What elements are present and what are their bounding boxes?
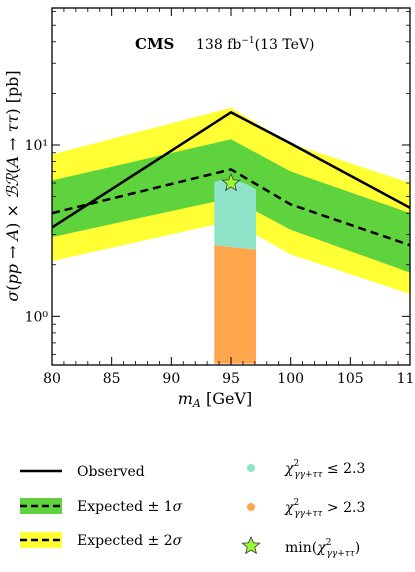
legend-expected-1sigma-label: Expected ± 1σ bbox=[77, 499, 183, 515]
y-axis-label: σ(pp → A) × ℬℛ(A → ττ) [pb] bbox=[3, 70, 22, 301]
x-tick-label: 90 bbox=[162, 371, 180, 387]
x-tick-label: 100 bbox=[277, 371, 304, 387]
x-tick-label: 110 bbox=[397, 371, 415, 387]
observed-line bbox=[52, 110, 410, 229]
markers bbox=[221, 172, 241, 192]
band-1sigma bbox=[52, 139, 410, 273]
x-tick-label: 80 bbox=[43, 371, 61, 387]
y-tick-label: 10⁰ bbox=[25, 309, 49, 325]
x-tick-label: 105 bbox=[337, 371, 364, 387]
bands bbox=[52, 107, 410, 364]
experiment-label: CMS bbox=[135, 35, 174, 53]
chi2-region-low bbox=[214, 179, 257, 250]
legend-best-fit-label: min(χ2 γγ+ττ) bbox=[285, 538, 360, 559]
best-fit-star bbox=[221, 172, 241, 192]
x-tick-label: 85 bbox=[103, 371, 121, 387]
x-tick-label: 95 bbox=[222, 371, 240, 387]
legend-best-fit-star bbox=[241, 535, 261, 555]
legend-chi2-low-marker bbox=[247, 464, 255, 472]
legend-expected-2sigma-label: Expected ± 2σ bbox=[77, 533, 183, 549]
legend-1sigma-swatch bbox=[20, 498, 62, 514]
legend-2sigma-swatch bbox=[20, 532, 62, 548]
legend-chi2-high-marker bbox=[247, 503, 255, 511]
legend: Observed Expected ± 1σ Expected ± 2σ χ2 γ… bbox=[20, 459, 365, 559]
legend-observed-label: Observed bbox=[77, 464, 145, 480]
y-tick-label: 10¹ bbox=[25, 138, 48, 154]
chi2-region-high bbox=[214, 245, 257, 364]
lines bbox=[52, 110, 410, 247]
x-axis-label: mA [GeV] bbox=[178, 389, 253, 410]
expected-line bbox=[52, 168, 410, 247]
luminosity-label: 138 fb−1(13 TeV) bbox=[196, 36, 314, 53]
legend-chi2-low-label: χ2 γγ+ττ ≤ 2.3 bbox=[284, 459, 365, 480]
legend-chi2-high-label: χ2 γγ+ττ > 2.3 bbox=[284, 498, 365, 519]
axis-ticks: 80 85 90 95 100 105 110 10⁰ 10¹ bbox=[25, 8, 415, 387]
